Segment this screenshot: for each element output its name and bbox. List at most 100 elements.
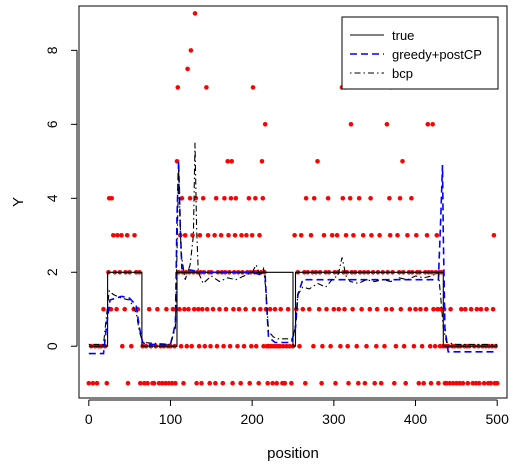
data-point [287,343,293,349]
data-point [231,306,236,312]
data-point [423,306,429,312]
data-point [382,343,387,349]
data-point [285,306,291,312]
data-point [333,380,338,386]
data-point [256,380,262,386]
data-point [359,306,364,312]
data-point [170,306,176,312]
data-point [478,306,484,312]
data-point [348,122,354,127]
data-point [142,380,147,386]
data-point [405,233,410,238]
data-point [182,233,188,238]
data-point [432,343,438,349]
data-point [346,380,351,386]
data-point [289,380,294,386]
data-point [238,380,243,386]
data-point [244,233,249,238]
data-point [182,306,187,312]
data-point [164,306,169,312]
data-point [151,380,157,386]
data-point [331,306,337,312]
data-point [338,343,343,349]
x-axis: 0 100 200 300 400 500 [85,399,509,427]
data-point [316,306,322,312]
data-point [210,306,216,312]
data-point [261,343,266,349]
data-point [416,380,422,386]
data-point [450,380,456,386]
data-point [190,233,195,238]
data-point [494,380,500,386]
data-point [336,306,342,312]
data-point [393,343,399,349]
data-point [389,306,395,312]
data-point [166,380,172,386]
data-point [403,380,409,386]
data-point [236,306,242,312]
data-point [463,306,468,312]
data-point [468,306,474,312]
data-point [315,159,320,164]
data-point [368,196,373,201]
series-line-bcp [88,142,498,345]
data-point [247,380,252,386]
data-point [414,233,419,238]
data-point [145,380,150,386]
data-point [428,380,434,386]
data-point [191,306,197,312]
data-point [217,306,222,312]
data-point [169,380,175,386]
data-point [421,380,427,386]
data-point [392,380,397,386]
data-point [447,380,453,386]
data-point [473,380,479,386]
legend-box [341,16,499,90]
data-point [459,306,464,312]
data-point [246,196,252,201]
data-point [298,233,304,238]
data-point [476,380,482,386]
data-point [347,196,353,201]
data-point [186,306,191,312]
data-point [104,380,110,386]
data-point [378,380,384,386]
data-point [86,380,92,386]
data-point [253,343,259,349]
data-point [212,233,217,238]
data-point [109,196,114,201]
data-point [227,343,233,349]
data-point [274,380,280,386]
data-point [340,196,346,201]
data-point [228,196,234,201]
legend-label: true [392,28,414,43]
data-point [250,85,256,90]
plot-frame [78,5,508,399]
data-point [367,306,373,312]
data-point [356,196,362,201]
data-point [119,233,124,238]
data-point [173,380,178,386]
data-point [196,306,201,312]
data-point [193,196,199,201]
data-point [230,380,235,386]
data-point [194,380,199,386]
data-point [239,233,244,238]
y-tick-label: 8 [44,46,60,54]
data-point [329,233,335,238]
data-point [484,306,489,312]
data-point [249,343,254,349]
data-point [448,306,453,312]
data-point [384,122,390,127]
data-point [232,233,238,238]
data-point [114,306,119,312]
data-point [235,343,240,349]
data-point [488,380,494,386]
x-tick-label: 100 [159,411,183,427]
data-point [436,380,441,386]
data-point [372,380,378,386]
data-point [356,380,361,386]
x-tick-label: 200 [240,411,264,427]
data-point [226,233,231,238]
data-point [199,380,204,386]
